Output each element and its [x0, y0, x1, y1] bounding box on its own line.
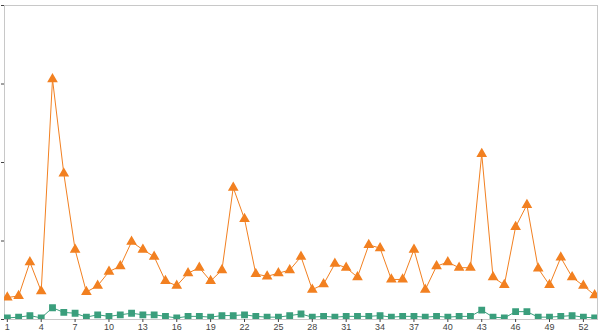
svg-text:16: 16: [172, 322, 182, 332]
svg-text:7: 7: [73, 322, 78, 332]
svg-text:4: 4: [39, 322, 44, 332]
svg-text:25: 25: [273, 322, 283, 332]
svg-text:1: 1: [5, 322, 10, 332]
svg-text:34: 34: [375, 322, 385, 332]
svg-text:49: 49: [544, 322, 554, 332]
svg-text:43: 43: [477, 322, 487, 332]
svg-text:22: 22: [240, 322, 250, 332]
svg-text:40: 40: [443, 322, 453, 332]
svg-text:37: 37: [409, 322, 419, 332]
svg-text:13: 13: [138, 322, 148, 332]
svg-text:19: 19: [206, 322, 216, 332]
svg-text:10: 10: [104, 322, 114, 332]
svg-text:28: 28: [307, 322, 317, 332]
svg-text:31: 31: [341, 322, 351, 332]
svg-text:46: 46: [511, 322, 521, 332]
svg-text:52: 52: [578, 322, 588, 332]
